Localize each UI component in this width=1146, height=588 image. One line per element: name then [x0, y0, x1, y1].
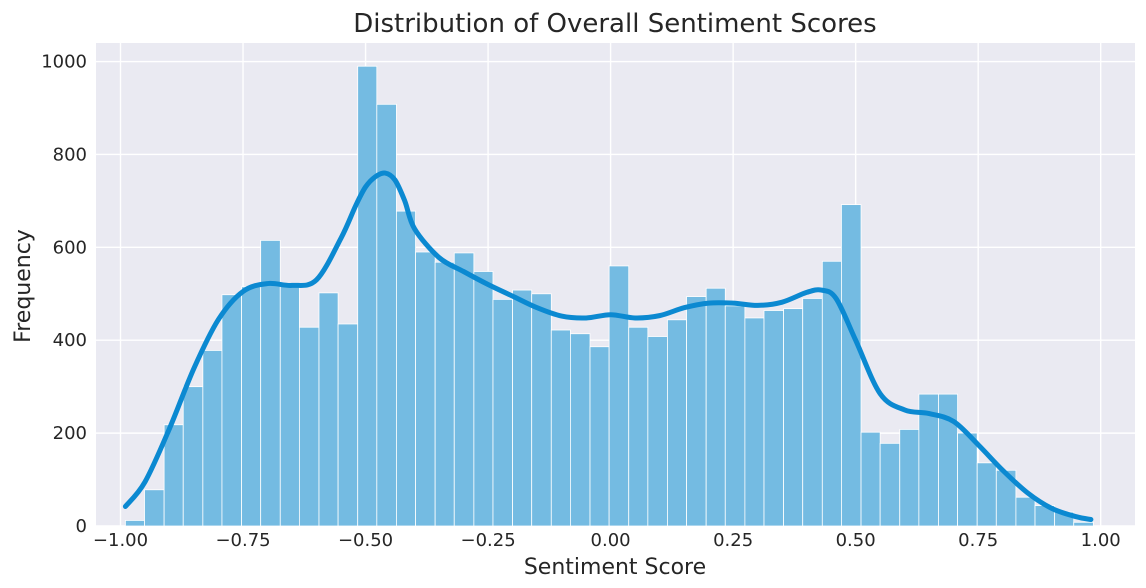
histogram-bar	[202, 350, 223, 527]
x-tick-label: 0.25	[713, 530, 753, 551]
histogram-bar	[763, 310, 785, 527]
histogram-bar	[473, 271, 494, 527]
histogram-bar	[1015, 496, 1036, 527]
kde-curve	[122, 170, 1094, 522]
histogram-bar	[686, 296, 707, 527]
y-tick-labels: 0 200 400 600 800 1000	[41, 52, 87, 537]
x-tick-label: 0.00	[591, 530, 631, 551]
histogram-bar	[298, 326, 320, 527]
x-tick-label: 0.75	[958, 530, 998, 551]
histogram-bar	[221, 294, 242, 527]
histogram-bar	[512, 289, 533, 527]
histogram-bar	[667, 319, 687, 527]
histogram-bar	[492, 298, 513, 527]
histogram-bar	[783, 308, 804, 527]
histogram-bar	[337, 323, 359, 527]
histogram-bar	[182, 386, 204, 527]
y-tick-label: 200	[53, 423, 87, 444]
x-tick-label: −1.00	[93, 530, 148, 551]
histogram-bar	[841, 204, 862, 527]
histogram-bar	[144, 489, 165, 527]
histogram-bar	[570, 333, 591, 527]
x-tick-label: −0.50	[338, 530, 393, 551]
histogram-bar	[550, 329, 571, 527]
y-tick-label: 600	[53, 237, 87, 258]
histogram-bars	[125, 65, 1094, 527]
histogram-bar	[125, 520, 145, 527]
histogram-bar	[453, 252, 475, 527]
histogram-bar	[1073, 521, 1094, 527]
y-tick-label: 800	[53, 144, 87, 165]
y-axis-label: Frequency	[11, 229, 36, 343]
histogram-bar	[744, 317, 765, 527]
chart-title: Distribution of Overall Sentiment Scores	[353, 9, 876, 39]
histogram-bar	[279, 285, 300, 527]
histogram-bar	[724, 305, 746, 527]
y-tick-label: 400	[53, 330, 87, 351]
histogram-bar	[957, 432, 978, 527]
histogram-bar	[608, 265, 630, 527]
histogram-bar	[376, 103, 397, 527]
histogram-bar	[589, 346, 610, 527]
histogram-bar	[628, 326, 649, 527]
x-tick-label: −0.25	[460, 530, 515, 551]
histogram-bar	[415, 251, 436, 527]
y-tick-label: 0	[76, 516, 87, 537]
histogram-bar	[357, 65, 378, 527]
histogram-bar	[241, 286, 262, 527]
y-tick-label: 1000	[41, 52, 87, 73]
histogram-bar	[531, 293, 552, 527]
x-axis-label: Sentiment Score	[524, 555, 706, 580]
x-tick-label: 1.00	[1081, 530, 1121, 551]
histogram-bar	[879, 442, 901, 527]
histogram-bar	[705, 287, 726, 527]
histogram-bar	[802, 298, 823, 527]
x-tick-label: −0.75	[215, 530, 270, 551]
histogram-bar	[647, 336, 668, 527]
histogram-bar	[860, 431, 881, 527]
histogram-bar	[976, 462, 997, 527]
x-tick-label: 0.50	[836, 530, 876, 551]
histogram-bar	[899, 428, 920, 527]
histogram-bar	[434, 261, 455, 527]
histogram-bar	[318, 292, 339, 527]
histogram-bar	[396, 210, 416, 527]
x-tick-labels: −1.00 −0.75 −0.50 −0.25 0.00 0.25 0.50 0.75 1.00	[93, 530, 1121, 551]
